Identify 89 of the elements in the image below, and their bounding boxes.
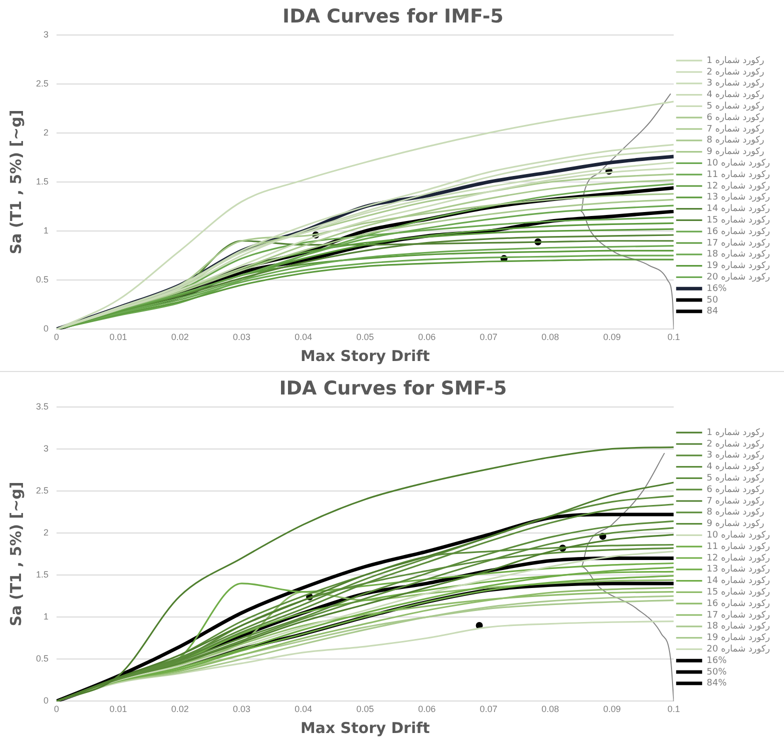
y-tick-label: 2 xyxy=(43,127,49,138)
y-tick-label: 2.5 xyxy=(36,485,49,496)
y-tick-label: 3 xyxy=(43,29,49,40)
y-tick-label: 1 xyxy=(43,612,49,622)
x-tick-label: 0.06 xyxy=(418,704,436,714)
legend-label: رکورد شماره 7 xyxy=(706,124,764,134)
legend-label: رکورد شماره 19 xyxy=(706,633,770,644)
legend-label: رکورد شماره 8 xyxy=(706,136,764,146)
legend-label: رکورد شماره 2 xyxy=(706,67,764,78)
legend-label: رکورد شماره 10 xyxy=(706,158,770,169)
chart-title: IDA Curves for IMF-5 xyxy=(282,5,504,28)
x-axis-title: Max Story Drift xyxy=(300,718,430,737)
legend-label: رکورد شماره 9 xyxy=(706,147,764,158)
legend-label: رکورد شماره 11 xyxy=(706,542,770,552)
x-tick-label: 0 xyxy=(54,332,60,342)
y-tick-label: 0 xyxy=(43,324,49,334)
legend-label: رکورد شماره 5 xyxy=(706,102,764,112)
legend-label: رکورد شماره 18 xyxy=(706,250,770,260)
x-tick-label: 0.02 xyxy=(171,704,189,714)
legend-label: 16% xyxy=(706,284,728,294)
x-tick-label: 0.1 xyxy=(667,332,680,342)
legend-label: رکورد شماره 16 xyxy=(706,598,770,609)
x-tick-label: 0.05 xyxy=(356,332,374,342)
legend-label: رکورد شماره 6 xyxy=(706,484,764,495)
x-tick-label: 0 xyxy=(54,704,60,714)
y-axis-title: Sa (T1 , 5%) [~g] xyxy=(6,482,25,626)
x-tick-label: 0.01 xyxy=(109,332,127,342)
x-tick-label: 0.1 xyxy=(667,704,680,714)
legend-label: رکورد شماره 12 xyxy=(706,553,770,564)
legend-label: رکورد شماره 20 xyxy=(706,644,770,655)
legend-label: رکورد شماره 16 xyxy=(706,226,770,237)
x-tick-label: 0.05 xyxy=(356,704,374,714)
legend-label: 50% xyxy=(706,667,728,678)
legend-label: رکورد شماره 15 xyxy=(706,216,770,226)
legend-label: رکورد شماره 8 xyxy=(706,508,764,518)
legend-label: رکورد شماره 20 xyxy=(706,272,770,283)
legend-label: 50 xyxy=(706,295,718,306)
legend-label: رکورد شماره 17 xyxy=(706,610,770,620)
legend-label: رکورد شماره 5 xyxy=(706,474,764,484)
legend-label: رکورد شماره 15 xyxy=(706,588,770,598)
legend-label: رکورد شماره 14 xyxy=(706,204,770,214)
y-tick-label: 0.5 xyxy=(36,274,49,285)
legend-label: 84% xyxy=(706,678,728,689)
legend-label: رکورد شماره 13 xyxy=(706,192,770,203)
x-tick-label: 0.09 xyxy=(603,704,621,714)
legend-label: 16% xyxy=(706,656,728,666)
x-tick-label: 0.04 xyxy=(294,332,312,342)
y-axis-title: Sa (T1 , 5%) [~g] xyxy=(6,110,25,254)
y-tick-label: 1 xyxy=(43,226,49,236)
x-tick-label: 0.09 xyxy=(603,332,621,342)
x-tick-label: 0.04 xyxy=(294,704,312,714)
y-tick-label: 3 xyxy=(43,443,49,454)
legend-label: رکورد شماره 4 xyxy=(706,90,764,100)
legend-label: رکورد شماره 1 xyxy=(706,428,764,438)
x-axis-title: Max Story Drift xyxy=(300,346,430,365)
x-tick-label: 0.07 xyxy=(480,704,498,714)
x-tick-label: 0.03 xyxy=(232,704,250,714)
legend-label: رکورد شماره 18 xyxy=(706,622,770,632)
x-tick-label: 0.08 xyxy=(542,704,560,714)
legend-label: رکورد شماره 6 xyxy=(706,112,764,123)
legend-label: رکورد شماره 19 xyxy=(706,261,770,272)
legend-label: رکورد شماره 7 xyxy=(706,496,764,506)
y-tick-label: 3.5 xyxy=(36,401,49,412)
legend-label: رکورد شماره 13 xyxy=(706,564,770,575)
x-tick-label: 0.06 xyxy=(418,332,436,342)
x-tick-label: 0.02 xyxy=(171,332,189,342)
x-tick-label: 0.07 xyxy=(480,332,498,342)
y-tick-label: 2 xyxy=(43,527,49,538)
legend-label: رکورد شماره 9 xyxy=(706,519,764,530)
x-tick-label: 0.03 xyxy=(232,332,250,342)
chart-title: IDA Curves for SMF-5 xyxy=(279,377,507,400)
legend-label: 84 xyxy=(706,306,718,317)
legend-label: رکورد شماره 4 xyxy=(706,462,764,472)
x-tick-label: 0.01 xyxy=(109,704,127,714)
legend-label: رکورد شماره 14 xyxy=(706,576,770,586)
legend-label: رکورد شماره 2 xyxy=(706,439,764,450)
y-tick-label: 1.5 xyxy=(36,570,49,580)
legend-label: رکورد شماره 3 xyxy=(706,450,764,461)
y-tick-label: 2.5 xyxy=(36,78,49,88)
legend-label: رکورد شماره 3 xyxy=(706,78,764,89)
y-tick-label: 0.5 xyxy=(36,654,49,664)
legend-label: رکورد شماره 12 xyxy=(706,181,770,192)
legend-label: رکورد شماره 1 xyxy=(706,56,764,66)
legend-label: رکورد شماره 10 xyxy=(706,530,770,541)
x-tick-label: 0.08 xyxy=(542,332,560,342)
legend-label: رکورد شماره 17 xyxy=(706,238,770,248)
legend-label: رکورد شماره 11 xyxy=(706,170,770,180)
y-tick-label: 1.5 xyxy=(36,176,49,186)
y-tick-label: 0 xyxy=(43,696,49,706)
